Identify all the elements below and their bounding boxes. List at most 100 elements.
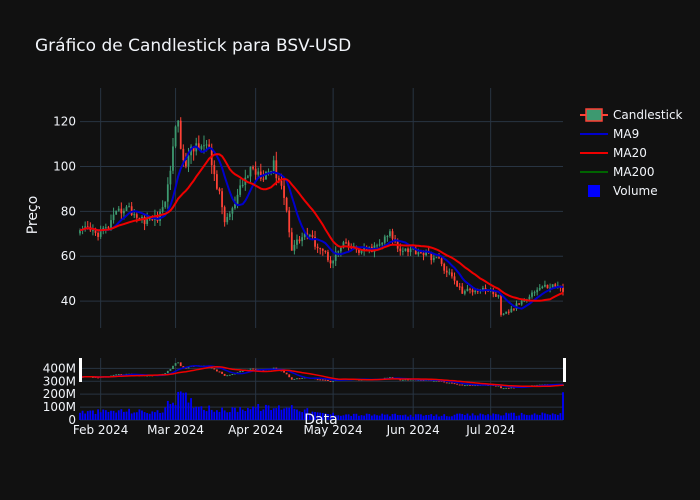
legend[interactable]: Candlestick MA9 MA20 MA200 Volume: [580, 108, 683, 198]
volume-bar: [319, 412, 322, 420]
mini-candle: [316, 379, 319, 381]
legend-item-candlestick[interactable]: Candlestick: [580, 108, 683, 122]
volume-bar: [151, 411, 154, 420]
legend-item-volume[interactable]: Volume: [588, 184, 658, 198]
volume-bar: [120, 409, 123, 420]
volume-tick-label: 200M: [43, 387, 76, 401]
volume-bar: [277, 405, 280, 420]
candle: [319, 247, 322, 255]
volume-bar: [443, 414, 446, 420]
volume-bar: [290, 405, 293, 420]
volume-bar: [492, 413, 495, 420]
volume-bar: [226, 412, 229, 420]
volume-bar: [533, 413, 536, 420]
volume-bar: [110, 410, 112, 420]
volume-bar: [283, 408, 285, 420]
candle: [409, 245, 412, 256]
ma20-line: [79, 153, 564, 302]
candle: [252, 165, 254, 171]
volume-bar: [324, 413, 327, 420]
volume-bar: [130, 413, 133, 420]
mini-candle: [272, 367, 275, 370]
volume-bar: [373, 414, 376, 420]
legend-item-ma20[interactable]: MA20: [580, 146, 647, 160]
candle: [432, 253, 435, 263]
volume-bars: [79, 391, 564, 420]
candle: [497, 294, 500, 299]
volume-bar: [148, 413, 151, 420]
mini-candle: [458, 384, 461, 386]
candle: [226, 212, 229, 225]
volume-bar: [432, 415, 435, 420]
volume-bar: [265, 404, 267, 420]
candle: [197, 135, 200, 151]
volume-bar: [559, 413, 562, 420]
y-tick-label: 60: [61, 249, 76, 263]
volume-bar: [301, 412, 304, 420]
mini-candle: [221, 371, 223, 374]
volume-bar: [161, 412, 164, 420]
candle: [290, 227, 293, 251]
moving-average-lines: [79, 145, 564, 310]
candle: [469, 287, 471, 294]
mini-candle: [453, 383, 456, 385]
candle: [533, 290, 536, 296]
candle: [538, 284, 541, 292]
volume-bar: [329, 414, 332, 420]
volume-bar: [94, 413, 97, 420]
volume-bar: [231, 407, 234, 420]
volume-bar: [107, 411, 110, 420]
volume-bar: [135, 412, 138, 420]
candle: [389, 229, 391, 238]
volume-bar: [192, 407, 195, 420]
volume-bar: [474, 415, 477, 420]
volume-bar: [267, 405, 270, 420]
mini-candle: [288, 374, 291, 378]
candle: [231, 206, 234, 221]
axis-tick-labels: Feb 2024 Mar 2024 Apr 2024 May 2024 Jun 2024…: [43, 115, 515, 437]
volume-bar: [159, 413, 161, 420]
candle: [130, 202, 133, 216]
candle: [120, 202, 123, 219]
y-tick-label: 80: [61, 204, 76, 218]
candle: [169, 165, 172, 191]
volume-bar: [337, 415, 340, 420]
mini-candle: [228, 374, 231, 376]
volume-bar: [272, 408, 275, 420]
legend-item-ma200[interactable]: MA200: [580, 165, 654, 179]
mini-candle: [389, 377, 391, 379]
volume-bar: [97, 409, 99, 420]
volume-bar: [396, 415, 399, 420]
volume-bar: [482, 414, 484, 420]
legend-item-ma9[interactable]: MA9: [580, 127, 639, 141]
range-handle-left[interactable]: [79, 358, 82, 382]
range-handle-right[interactable]: [563, 358, 566, 382]
candle: [99, 225, 102, 239]
mini-candle: [249, 368, 252, 370]
candle: [546, 284, 549, 289]
candle: [104, 223, 107, 234]
volume-bar: [347, 414, 350, 420]
candle: [544, 280, 546, 288]
volume-bar: [342, 415, 345, 420]
mini-candle: [296, 378, 298, 380]
volume-bar: [502, 415, 505, 420]
volume-bar: [510, 412, 513, 420]
volume-bar: [205, 411, 208, 420]
mini-candle: [500, 385, 502, 389]
volume-bar: [166, 400, 169, 420]
mini-candle: [231, 374, 234, 376]
volume-bar: [505, 412, 508, 420]
volume-bar: [327, 413, 329, 420]
candle: [301, 232, 304, 247]
volume-bar: [355, 413, 358, 420]
volume-bar: [531, 414, 533, 420]
volume-bar: [513, 412, 515, 420]
volume-bar: [112, 410, 115, 420]
volume-bar: [117, 410, 120, 420]
mini-candle: [117, 374, 120, 376]
candle: [267, 168, 270, 176]
mini-candle: [471, 384, 474, 386]
candle: [174, 125, 177, 149]
volume-bar: [138, 409, 141, 420]
